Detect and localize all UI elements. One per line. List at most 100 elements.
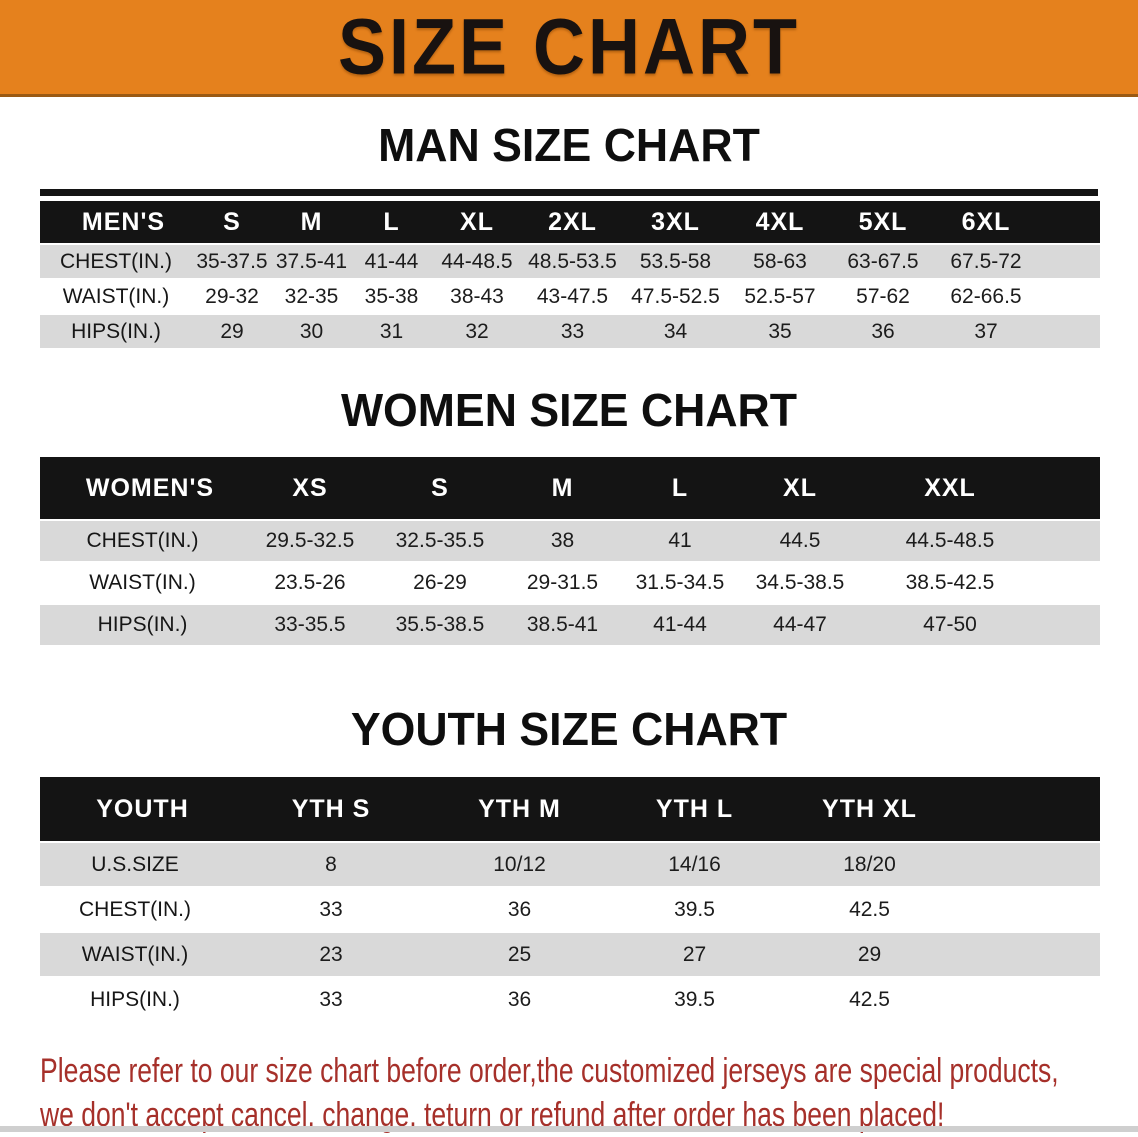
women-hips-row: HIPS(IN.) 33-35.5 35.5-38.5 38.5-41 41-4… xyxy=(40,605,1100,645)
men-row-filler xyxy=(1038,315,1100,348)
men-size-table: MEN'S S M L XL 2XL 3XL 4XL 5XL 6XL CHEST… xyxy=(40,199,1100,350)
women-waist-row: WAIST(IN.) 23.5-26 26-29 29-31.5 31.5-34… xyxy=(40,563,1100,603)
youth-ussize-row: U.S.SIZE 8 10/12 14/16 18/20 xyxy=(40,843,1100,886)
men-waist-cell: 47.5-52.5 xyxy=(623,280,728,313)
youth-hips-cell: 42.5 xyxy=(782,978,957,1021)
men-col-header: XL xyxy=(432,201,522,243)
row-label: CHEST(IN.) xyxy=(40,245,192,278)
men-hips-cell: 34 xyxy=(623,315,728,348)
youth-col-header: YTH XL xyxy=(782,777,957,841)
women-chest-cell: 29.5-32.5 xyxy=(245,521,375,561)
women-hips-cell: 33-35.5 xyxy=(245,605,375,645)
row-label: HIPS(IN.) xyxy=(40,978,230,1021)
men-row-filler xyxy=(1038,245,1100,278)
youth-col-header: YTH L xyxy=(607,777,782,841)
men-waist-cell: 62-66.5 xyxy=(934,280,1038,313)
youth-chest-cell: 42.5 xyxy=(782,888,957,931)
men-chest-cell: 58-63 xyxy=(728,245,832,278)
youth-row-filler xyxy=(957,888,1100,931)
men-chest-cell: 63-67.5 xyxy=(832,245,934,278)
youth-row-filler xyxy=(957,843,1100,886)
men-chest-cell: 44-48.5 xyxy=(432,245,522,278)
men-chest-cell: 41-44 xyxy=(351,245,432,278)
youth-hips-cell: 33 xyxy=(230,978,432,1021)
men-col-header: 4XL xyxy=(728,201,832,243)
men-row-filler xyxy=(1038,280,1100,313)
row-label: WAIST(IN.) xyxy=(40,933,230,976)
men-chest-cell: 37.5-41 xyxy=(272,245,351,278)
youth-chest-row: CHEST(IN.) 33 36 39.5 42.5 xyxy=(40,888,1100,931)
men-hips-cell: 33 xyxy=(522,315,623,348)
size-chart-banner: SIZE CHART xyxy=(0,0,1138,97)
women-table-header-row: WOMEN'S XS S M L XL XXL xyxy=(40,457,1100,519)
men-col-header: 5XL xyxy=(832,201,934,243)
women-row-filler xyxy=(1040,563,1100,603)
women-hips-cell: 44-47 xyxy=(740,605,860,645)
youth-chest-cell: 36 xyxy=(432,888,607,931)
row-label: CHEST(IN.) xyxy=(40,521,245,561)
women-hips-cell: 38.5-41 xyxy=(505,605,620,645)
men-waist-cell: 52.5-57 xyxy=(728,280,832,313)
women-col-header: XS xyxy=(245,457,375,519)
men-waist-row: WAIST(IN.) 29-32 32-35 35-38 38-43 43-47… xyxy=(40,280,1100,313)
youth-table-title: YOUTH xyxy=(40,777,230,841)
women-waist-cell: 34.5-38.5 xyxy=(740,563,860,603)
youth-ussize-cell: 8 xyxy=(230,843,432,886)
men-hips-cell: 31 xyxy=(351,315,432,348)
youth-col-header: YTH M xyxy=(432,777,607,841)
women-waist-cell: 38.5-42.5 xyxy=(860,563,1040,603)
youth-header-filler xyxy=(957,777,1100,841)
youth-hips-row: HIPS(IN.) 33 36 39.5 42.5 xyxy=(40,978,1100,1021)
disclaimer: Please refer to our size chart before or… xyxy=(40,1049,1138,1137)
women-section-heading: WOMEN SIZE CHART xyxy=(340,384,798,436)
youth-waist-cell: 23 xyxy=(230,933,432,976)
men-hips-cell: 35 xyxy=(728,315,832,348)
men-waist-cell: 35-38 xyxy=(351,280,432,313)
men-hips-cell: 32 xyxy=(432,315,522,348)
men-hips-cell: 29 xyxy=(192,315,272,348)
women-col-header: S xyxy=(375,457,505,519)
women-chest-cell: 44.5-48.5 xyxy=(860,521,1040,561)
men-chest-cell: 53.5-58 xyxy=(623,245,728,278)
men-hips-cell: 30 xyxy=(272,315,351,348)
men-waist-cell: 29-32 xyxy=(192,280,272,313)
men-col-header: L xyxy=(351,201,432,243)
youth-hips-cell: 39.5 xyxy=(607,978,782,1021)
youth-col-header: YTH S xyxy=(230,777,432,841)
row-label: HIPS(IN.) xyxy=(40,315,192,348)
women-size-table: WOMEN'S XS S M L XL XXL CHEST(IN.) 29.5-… xyxy=(40,455,1100,647)
women-waist-cell: 23.5-26 xyxy=(245,563,375,603)
men-chest-cell: 67.5-72 xyxy=(934,245,1038,278)
women-waist-cell: 26-29 xyxy=(375,563,505,603)
men-waist-cell: 32-35 xyxy=(272,280,351,313)
row-label: U.S.SIZE xyxy=(40,843,230,886)
men-hips-cell: 37 xyxy=(934,315,1038,348)
men-col-header: M xyxy=(272,201,351,243)
youth-section-heading: YOUTH SIZE CHART xyxy=(350,703,788,755)
men-chest-cell: 35-37.5 xyxy=(192,245,272,278)
men-hips-row: HIPS(IN.) 29 30 31 32 33 34 35 36 37 xyxy=(40,315,1100,348)
banner-title: SIZE CHART xyxy=(338,2,800,91)
men-section-heading: MAN SIZE CHART xyxy=(378,119,760,171)
women-col-header: XL xyxy=(740,457,860,519)
youth-ussize-cell: 18/20 xyxy=(782,843,957,886)
women-col-header: M xyxy=(505,457,620,519)
women-col-header: L xyxy=(620,457,740,519)
youth-chest-cell: 39.5 xyxy=(607,888,782,931)
men-chest-cell: 48.5-53.5 xyxy=(522,245,623,278)
men-hips-cell: 36 xyxy=(832,315,934,348)
women-table-title: WOMEN'S xyxy=(40,457,245,519)
men-header-filler xyxy=(1038,201,1100,243)
youth-waist-row: WAIST(IN.) 23 25 27 29 xyxy=(40,933,1100,976)
men-col-header: 2XL xyxy=(522,201,623,243)
youth-row-filler xyxy=(957,978,1100,1021)
men-col-header: 3XL xyxy=(623,201,728,243)
women-header-filler xyxy=(1040,457,1100,519)
youth-waist-cell: 29 xyxy=(782,933,957,976)
women-chest-cell: 32.5-35.5 xyxy=(375,521,505,561)
women-row-filler xyxy=(1040,605,1100,645)
women-chest-cell: 38 xyxy=(505,521,620,561)
youth-hips-cell: 36 xyxy=(432,978,607,1021)
men-col-header: 6XL xyxy=(934,201,1038,243)
youth-chest-cell: 33 xyxy=(230,888,432,931)
